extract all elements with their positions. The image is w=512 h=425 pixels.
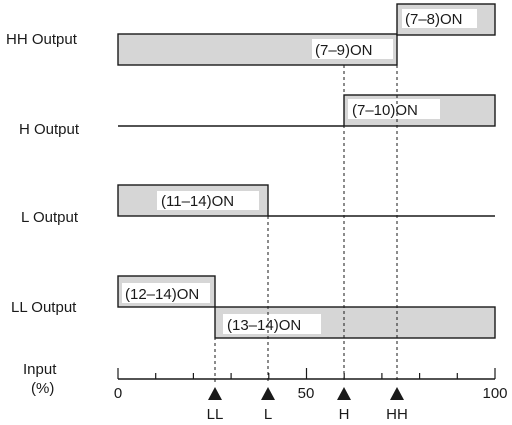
hh-on-label-b: (7–9)ON [315, 42, 373, 59]
l-setpoint-marker-icon [261, 387, 275, 400]
hh-on-label-box-a [402, 9, 477, 28]
row-label-hh: HH Output [6, 31, 78, 48]
row-label-ll: LL Output [11, 299, 77, 316]
ll-on-label-a: (12–14)ON [125, 286, 199, 303]
hh-on-label-a: (7–8)ON [405, 11, 463, 28]
setpoint-label-l: L [264, 406, 272, 423]
h-setpoint-marker-icon [337, 387, 351, 400]
ll-on-label-box-a [122, 283, 210, 303]
row-label-l: L Output [21, 209, 79, 226]
setpoint-label-ll: LL [207, 406, 224, 423]
tick-label-50: 50 [298, 385, 315, 402]
tick-label-0: 0 [114, 385, 122, 402]
axis-label-percent: (%) [31, 380, 54, 397]
l-on-label: (11–14)ON [161, 193, 234, 210]
h-on-label: (7–10)ON [352, 102, 418, 119]
ll-on-label-box-b [223, 314, 321, 334]
input-axis-ticks [117, 368, 496, 379]
setpoint-label-h: H [339, 406, 350, 423]
tick-label-100: 100 [482, 385, 507, 402]
ll-setpoint-marker-icon [208, 387, 222, 400]
setpoint-label-hh: HH [386, 406, 408, 423]
h-on-label-box [348, 99, 440, 119]
row-label-h: H Output [19, 121, 80, 138]
hh-setpoint-marker-icon [390, 387, 404, 400]
ll-on-label-b: (13–14)ON [227, 317, 301, 334]
axis-label-input: Input [23, 361, 57, 378]
l-on-label-box [157, 191, 259, 210]
hh-on-label-box-b [312, 39, 393, 59]
